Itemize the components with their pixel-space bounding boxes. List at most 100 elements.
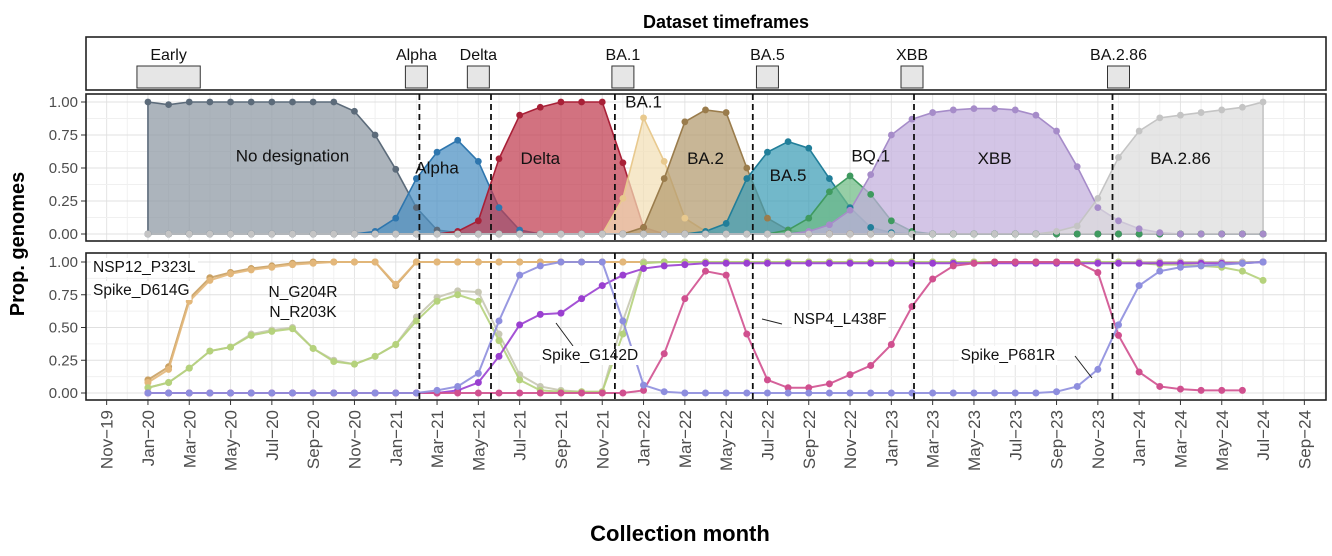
area-point <box>1259 98 1267 106</box>
area-point <box>165 101 173 109</box>
area-point <box>289 230 296 238</box>
area-point <box>929 230 937 238</box>
line-point <box>474 389 482 397</box>
line-point <box>805 389 813 397</box>
line-point <box>1073 382 1081 390</box>
area-point <box>805 144 813 152</box>
line-point <box>1094 268 1102 276</box>
area-point <box>991 105 998 112</box>
line-point <box>970 389 978 397</box>
area-point <box>1094 204 1102 212</box>
area-point <box>413 204 420 212</box>
area-point <box>1115 217 1122 225</box>
line-point <box>619 330 627 338</box>
area-point <box>1259 230 1267 238</box>
line-point <box>165 379 173 387</box>
line-point <box>825 380 833 388</box>
lineage-panel-frame <box>85 93 1327 242</box>
x-tick-label: Sep−24 <box>1295 410 1314 469</box>
timeframe-label: Alpha <box>396 47 437 64</box>
area-point <box>413 230 420 238</box>
line-point <box>825 389 833 397</box>
line-point <box>1259 276 1267 284</box>
line-point <box>660 262 668 270</box>
area-point <box>413 175 420 182</box>
line-point <box>763 389 771 397</box>
line-point <box>350 389 358 397</box>
area-point <box>557 230 565 238</box>
area-point <box>846 230 854 238</box>
x-tick-label: May−23 <box>965 410 984 471</box>
area-point <box>227 230 234 238</box>
line-point <box>474 297 482 305</box>
area-point <box>1239 103 1246 111</box>
line-point <box>929 259 937 267</box>
line-point <box>350 258 358 266</box>
line-point <box>268 327 276 335</box>
area-point <box>1011 230 1019 238</box>
area-point <box>392 230 400 238</box>
line-point <box>1053 258 1061 266</box>
x-tick-label: May−22 <box>717 410 736 471</box>
line-point <box>536 389 544 397</box>
line-point <box>392 341 400 349</box>
y-tick-label: 0.25 <box>49 193 78 210</box>
line-point <box>516 321 524 329</box>
x-tick-label: May−20 <box>222 410 241 471</box>
area-point <box>371 131 379 139</box>
line-point <box>970 259 978 267</box>
line-point <box>702 389 709 397</box>
line-point <box>227 343 235 351</box>
area-point <box>1197 230 1205 238</box>
line-point <box>660 350 668 358</box>
area-point <box>392 214 400 222</box>
line-point <box>743 259 751 267</box>
line-point <box>722 389 730 397</box>
area-point <box>1135 230 1143 238</box>
line-point <box>784 389 792 397</box>
area-label: Alpha <box>415 158 459 177</box>
area-point <box>1218 106 1226 114</box>
line-point <box>309 389 317 397</box>
area-point <box>165 230 173 238</box>
line-point <box>433 386 441 394</box>
area-point <box>784 138 792 146</box>
area-point <box>247 230 255 238</box>
line-point <box>846 389 854 397</box>
x-tick-label: Sep−23 <box>1048 410 1067 469</box>
x-tick-label: Jul−20 <box>263 410 282 461</box>
timeframe-box <box>900 65 924 89</box>
area-point <box>1135 225 1143 233</box>
line-point <box>867 259 875 267</box>
x-tick-label: Jan−23 <box>882 410 901 466</box>
area-point <box>247 98 255 106</box>
x-axis: Nov−19 Jan−20 Mar−20 May−20 Jul−20 Sep−20 Nov−… <box>98 400 1314 471</box>
area-point <box>185 230 193 238</box>
mutation-label-background <box>958 346 1058 365</box>
line-point <box>392 280 400 288</box>
area-label: No designation <box>236 146 349 165</box>
mutation-panel-frame <box>85 252 1327 401</box>
area-point <box>1239 230 1246 238</box>
y-tick-label: 0.50 <box>49 320 78 337</box>
line-point <box>743 330 751 338</box>
line-point <box>289 325 296 333</box>
mutation-label-background <box>91 281 192 300</box>
area-point <box>330 230 338 238</box>
area-point <box>826 175 833 182</box>
area-point <box>1053 127 1060 135</box>
area-point <box>227 98 234 106</box>
line-point <box>1197 262 1205 270</box>
label-leader-line <box>761 318 783 325</box>
area-point <box>474 158 482 165</box>
area-point <box>598 98 606 106</box>
line-point <box>1032 258 1040 266</box>
area-label: XBB <box>978 149 1012 168</box>
area-point <box>805 230 813 238</box>
area-point <box>206 98 214 106</box>
x-tick-label: Nov−21 <box>593 410 612 469</box>
area-point <box>309 230 317 238</box>
area-point <box>784 230 792 238</box>
line-point <box>474 369 482 377</box>
